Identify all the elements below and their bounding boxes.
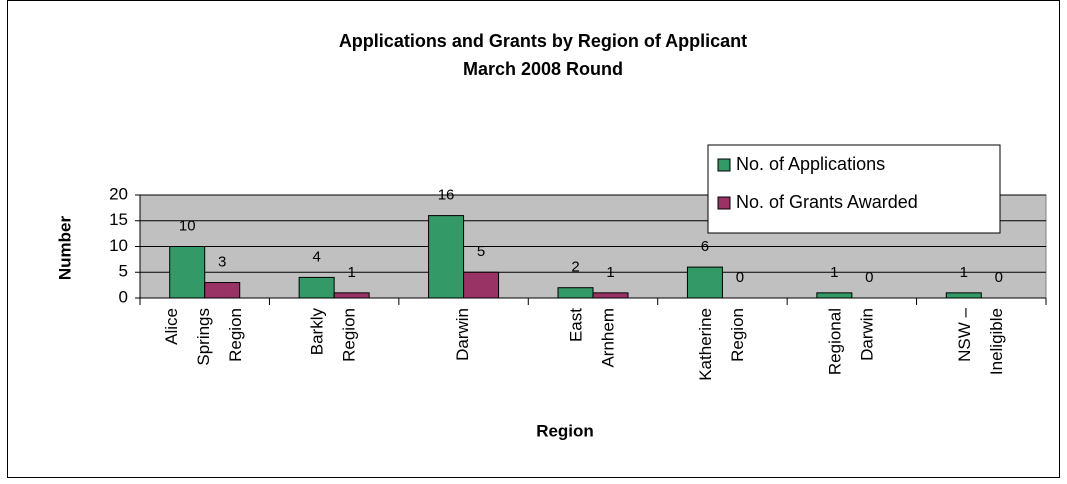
legend-label: No. of Applications — [736, 154, 885, 174]
x-axis-title: Region — [536, 421, 594, 440]
x-tick-label: Region — [226, 308, 245, 362]
bar — [557, 287, 594, 299]
chart-title: Applications and Grants by Region of App… — [339, 31, 747, 51]
value-label: 0 — [865, 269, 873, 286]
y-tick-label: 5 — [119, 262, 128, 281]
value-label: 10 — [179, 217, 196, 234]
x-tick-label: Ineligible — [987, 308, 1006, 375]
value-label: 1 — [960, 264, 968, 281]
bar — [204, 282, 241, 299]
legend-box — [707, 144, 1001, 234]
y-tick-label: 10 — [109, 236, 128, 255]
value-label: 1 — [830, 264, 838, 281]
x-tick-label: Regional — [825, 308, 844, 375]
legend-swatch — [717, 196, 731, 210]
value-label: 5 — [477, 243, 485, 260]
value-label: 0 — [736, 269, 744, 286]
x-tick-label: Springs — [194, 308, 213, 366]
bar — [686, 266, 723, 299]
value-label: 16 — [438, 187, 455, 204]
bar — [592, 292, 629, 299]
value-label: 3 — [218, 254, 226, 271]
x-tick-label: East — [566, 308, 585, 342]
x-tick-label: NSW – — [955, 307, 974, 361]
x-tick-label: Barkly — [308, 308, 327, 356]
x-tick-label: Region — [728, 308, 747, 362]
bar — [428, 215, 465, 299]
chart-subtitle: March 2008 Round — [463, 59, 623, 79]
x-tick-label: Arnhem — [598, 308, 617, 368]
bar — [169, 246, 206, 299]
value-label: 1 — [606, 264, 614, 281]
y-axis-title: Number — [55, 216, 74, 281]
value-label: 0 — [995, 269, 1003, 286]
x-tick-label: Alice — [162, 308, 181, 345]
bar — [463, 271, 500, 299]
x-tick-label: Darwin — [857, 308, 876, 361]
bar — [298, 276, 335, 299]
x-tick-label: Region — [340, 308, 359, 362]
bar — [816, 292, 853, 299]
bar — [945, 292, 982, 299]
value-label: 1 — [347, 264, 355, 281]
y-tick-label: 15 — [109, 210, 128, 229]
legend-label: No. of Grants Awarded — [736, 192, 918, 212]
y-tick-label: 0 — [119, 287, 128, 306]
legend-swatch — [717, 158, 731, 172]
value-label: 4 — [312, 248, 320, 265]
value-label: 6 — [701, 238, 709, 255]
y-tick-label: 20 — [109, 184, 128, 203]
x-tick-label: Darwin — [453, 308, 472, 361]
x-tick-label: Katherine — [696, 308, 715, 381]
value-label: 2 — [571, 259, 579, 276]
bar — [333, 292, 370, 299]
